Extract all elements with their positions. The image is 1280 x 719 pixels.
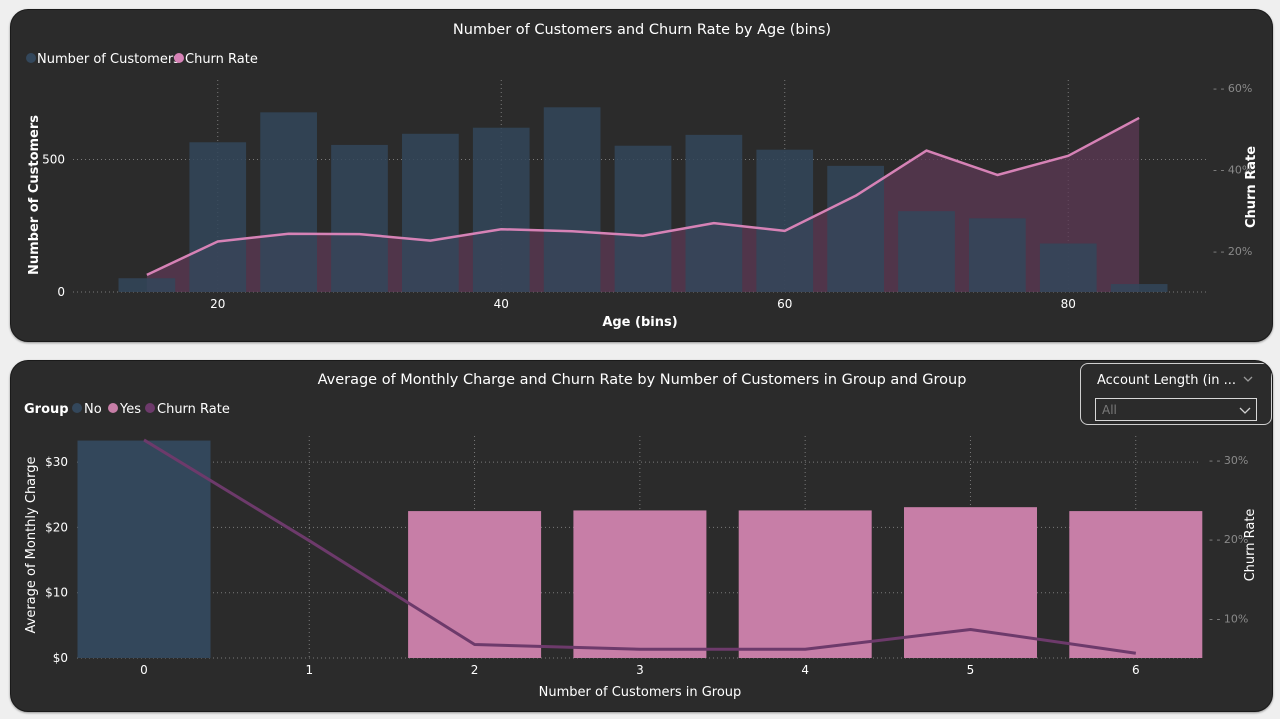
y2-tick-label: - - 20% bbox=[1213, 245, 1252, 258]
bar-no bbox=[77, 440, 211, 658]
legend-swatch-no bbox=[72, 403, 82, 413]
legend-label-churn[interactable]: Churn Rate bbox=[157, 402, 230, 417]
slicer-title: Account Length (in ... bbox=[1097, 373, 1237, 388]
chevron-down-icon[interactable] bbox=[1238, 403, 1252, 417]
age-chart-panel: Number of Customers and Churn Rate by Ag… bbox=[10, 9, 1273, 342]
churn-line bbox=[143, 438, 1137, 655]
bar-yes bbox=[738, 510, 872, 658]
chevron-down-icon[interactable] bbox=[1241, 372, 1255, 386]
x-axis-title: Age (bins) bbox=[602, 315, 677, 330]
bar bbox=[331, 144, 388, 292]
churn-area bbox=[146, 117, 1140, 293]
y-axis-title: Average of Monthly Charge bbox=[24, 456, 39, 633]
x-tick-label: 4 bbox=[801, 663, 809, 677]
x-tick-label: 3 bbox=[636, 663, 644, 677]
legend-title: Group bbox=[24, 402, 69, 417]
x-tick-label: 20 bbox=[210, 297, 225, 311]
legend-swatch-churn bbox=[145, 403, 155, 413]
x-tick-label: 0 bbox=[140, 663, 148, 677]
legend-swatch-yes bbox=[108, 403, 118, 413]
slicer-dropdown[interactable]: All bbox=[1095, 398, 1257, 421]
bar-yes bbox=[408, 511, 542, 658]
chart-title: Average of Monthly Charge and Churn Rate… bbox=[318, 372, 967, 388]
legend-label-no[interactable]: No bbox=[84, 402, 102, 417]
bar bbox=[543, 107, 601, 292]
bar bbox=[969, 218, 1026, 292]
legend-label-customers[interactable]: Number of Customers bbox=[37, 52, 180, 67]
bar bbox=[898, 211, 955, 292]
bar bbox=[1039, 243, 1097, 292]
x-axis-title: Number of Customers in Group bbox=[539, 685, 742, 700]
x-tick-label: 6 bbox=[1132, 663, 1140, 677]
legend: Group No Yes Churn Rate bbox=[24, 402, 230, 417]
x-tick-label: 80 bbox=[1061, 297, 1076, 311]
age-chart: Number of Customers and Churn Rate by Ag… bbox=[26, 22, 1259, 330]
legend: Number of Customers Churn Rate bbox=[26, 52, 258, 67]
y2-axis-title: Churn Rate bbox=[1243, 509, 1258, 582]
y-axis-title: Number of Customers bbox=[27, 115, 42, 275]
chart-title: Number of Customers and Churn Rate by Ag… bbox=[453, 22, 831, 38]
y2-tick-label: - - 20% bbox=[1209, 533, 1248, 546]
y-tick-label: 0 bbox=[57, 285, 65, 299]
bar bbox=[1110, 284, 1168, 292]
bar bbox=[189, 142, 247, 292]
x-tick-label: 2 bbox=[471, 663, 479, 677]
x-tick-label: 60 bbox=[777, 297, 792, 311]
bar bbox=[614, 145, 672, 292]
bar-yes bbox=[1069, 511, 1203, 658]
bar bbox=[827, 165, 884, 292]
y-tick-label: 500 bbox=[42, 153, 65, 167]
legend-swatch-churn bbox=[174, 53, 184, 63]
bar-yes bbox=[573, 510, 707, 658]
x-tick-label: 5 bbox=[967, 663, 975, 677]
y-tick-label: $20 bbox=[45, 520, 68, 534]
y-tick-label: $10 bbox=[45, 586, 68, 600]
legend-label-churn[interactable]: Churn Rate bbox=[185, 52, 258, 67]
y2-axis-title: Churn Rate bbox=[1244, 146, 1259, 228]
y-tick-label: $30 bbox=[45, 455, 68, 469]
x-tick-label: 40 bbox=[494, 297, 509, 311]
bar bbox=[472, 127, 530, 292]
bar bbox=[260, 112, 317, 292]
legend-label-yes[interactable]: Yes bbox=[119, 402, 141, 417]
group-chart-panel: Average of Monthly Charge and Churn Rate… bbox=[10, 360, 1273, 712]
bar-yes bbox=[904, 507, 1037, 658]
bar bbox=[402, 133, 459, 292]
y2-tick-label: - - 30% bbox=[1209, 454, 1248, 467]
bar bbox=[685, 134, 743, 292]
legend-swatch-customers bbox=[26, 53, 36, 63]
account-length-slicer[interactable]: Account Length (in ... All bbox=[1080, 363, 1272, 425]
y-tick-label: $0 bbox=[53, 651, 68, 665]
y2-tick-label: - - 60% bbox=[1213, 82, 1252, 95]
y2-tick-label: - - 10% bbox=[1209, 612, 1248, 625]
slicer-value: All bbox=[1102, 403, 1117, 417]
y2-tick-label: - - 40% bbox=[1213, 164, 1252, 177]
churn-line bbox=[146, 116, 1140, 277]
bar bbox=[118, 278, 176, 292]
group-chart: Average of Monthly Charge and Churn Rate… bbox=[24, 372, 1258, 700]
x-tick-label: 1 bbox=[305, 663, 313, 677]
